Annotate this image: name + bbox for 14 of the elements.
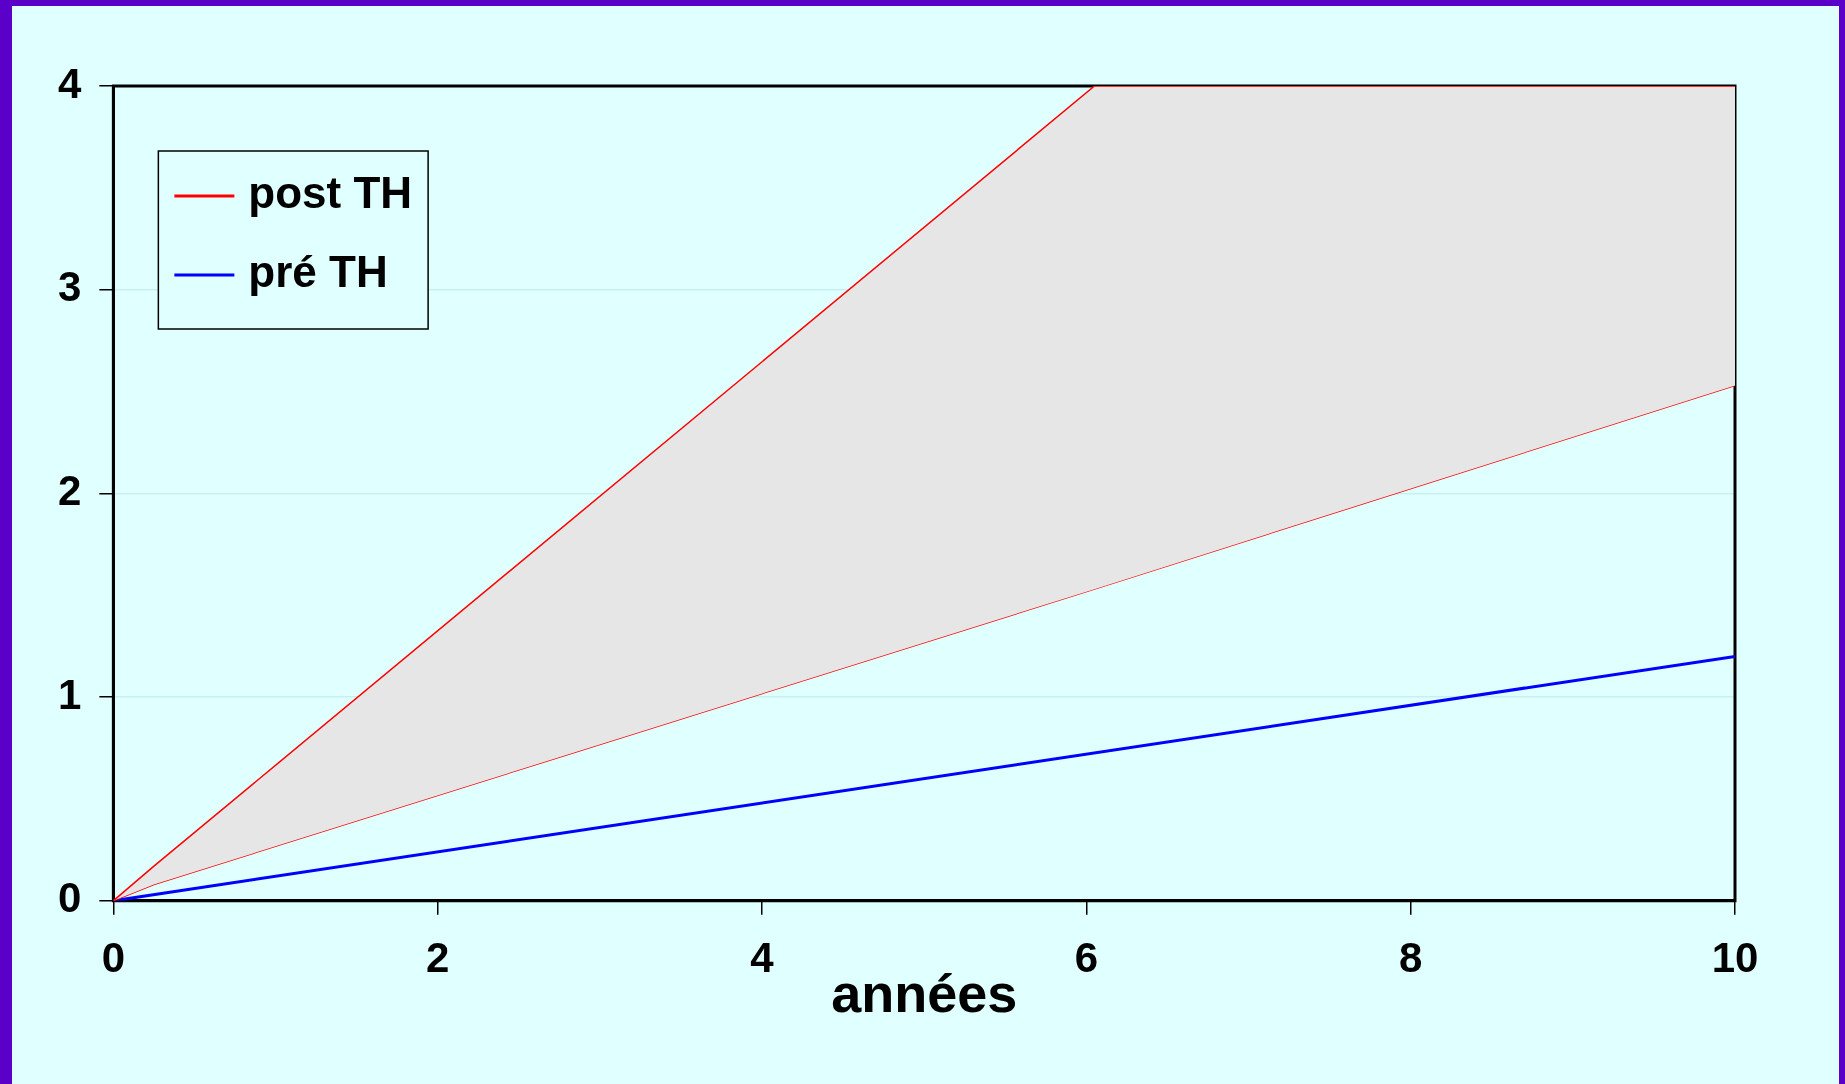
- y-tick-label: 0: [58, 874, 82, 922]
- x-tick-label: 0: [101, 933, 126, 981]
- y-tick-label: 2: [58, 466, 82, 514]
- x-tick-label: 2: [426, 933, 450, 981]
- x-tick-label: 6: [1074, 933, 1099, 981]
- y-tick-label: 4: [58, 59, 82, 107]
- x-tick-label: 4: [750, 933, 775, 981]
- legend-label: pré TH: [248, 247, 388, 297]
- x-tick-label: 8: [1398, 933, 1423, 981]
- legend-label: post TH: [248, 168, 413, 218]
- y-tick-label: 3: [58, 263, 82, 311]
- x-tick-label: 10: [1711, 933, 1759, 981]
- y-tick-label: 1: [58, 670, 82, 718]
- x-axis-title: années: [831, 963, 1018, 1024]
